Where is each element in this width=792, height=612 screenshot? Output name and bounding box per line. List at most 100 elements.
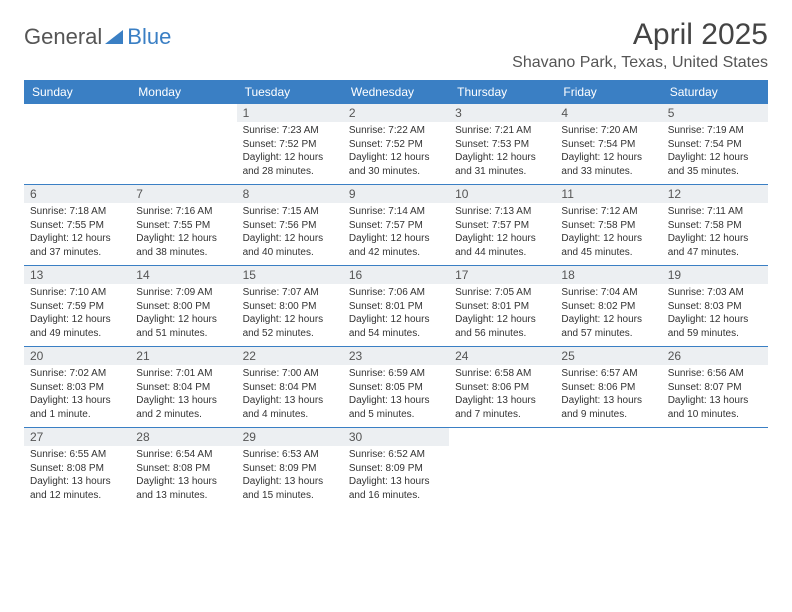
weekday-header: Friday xyxy=(555,80,661,104)
sunset-line: Sunset: 8:00 PM xyxy=(136,300,230,314)
calendar-week-row: 1Sunrise: 7:23 AMSunset: 7:52 PMDaylight… xyxy=(24,104,768,185)
daylight-line: Daylight: 12 hours and 28 minutes. xyxy=(243,151,337,178)
sunset-line: Sunset: 8:04 PM xyxy=(243,381,337,395)
sunrise-line: Sunrise: 7:14 AM xyxy=(349,205,443,219)
sunset-line: Sunset: 8:08 PM xyxy=(30,462,124,476)
day-number: 8 xyxy=(237,185,343,203)
sunset-line: Sunset: 7:59 PM xyxy=(30,300,124,314)
daylight-line: Daylight: 12 hours and 49 minutes. xyxy=(30,313,124,340)
sunset-line: Sunset: 7:56 PM xyxy=(243,219,337,233)
sunrise-line: Sunrise: 7:21 AM xyxy=(455,124,549,138)
day-number: 18 xyxy=(555,266,661,284)
calendar-day-cell: 5Sunrise: 7:19 AMSunset: 7:54 PMDaylight… xyxy=(662,104,768,185)
sunrise-line: Sunrise: 6:57 AM xyxy=(561,367,655,381)
sunset-line: Sunset: 7:53 PM xyxy=(455,138,549,152)
calendar-week-row: 13Sunrise: 7:10 AMSunset: 7:59 PMDayligh… xyxy=(24,266,768,347)
daylight-line: Daylight: 13 hours and 12 minutes. xyxy=(30,475,124,502)
logo-text-2: Blue xyxy=(127,24,171,50)
calendar-day-cell: 2Sunrise: 7:22 AMSunset: 7:52 PMDaylight… xyxy=(343,104,449,185)
sunrise-line: Sunrise: 7:18 AM xyxy=(30,205,124,219)
calendar-day-cell: 14Sunrise: 7:09 AMSunset: 8:00 PMDayligh… xyxy=(130,266,236,347)
calendar-day-cell: 16Sunrise: 7:06 AMSunset: 8:01 PMDayligh… xyxy=(343,266,449,347)
day-number: 22 xyxy=(237,347,343,365)
calendar-empty-cell xyxy=(662,428,768,509)
sunrise-line: Sunrise: 7:16 AM xyxy=(136,205,230,219)
calendar-day-cell: 12Sunrise: 7:11 AMSunset: 7:58 PMDayligh… xyxy=(662,185,768,266)
calendar-week-row: 6Sunrise: 7:18 AMSunset: 7:55 PMDaylight… xyxy=(24,185,768,266)
daylight-line: Daylight: 12 hours and 44 minutes. xyxy=(455,232,549,259)
daylight-line: Daylight: 12 hours and 59 minutes. xyxy=(668,313,762,340)
calendar-day-cell: 22Sunrise: 7:00 AMSunset: 8:04 PMDayligh… xyxy=(237,347,343,428)
sunset-line: Sunset: 7:52 PM xyxy=(243,138,337,152)
sunset-line: Sunset: 8:06 PM xyxy=(455,381,549,395)
page-title: April 2025 xyxy=(512,18,768,52)
daylight-line: Daylight: 12 hours and 38 minutes. xyxy=(136,232,230,259)
sunrise-line: Sunrise: 7:03 AM xyxy=(668,286,762,300)
calendar-day-cell: 24Sunrise: 6:58 AMSunset: 8:06 PMDayligh… xyxy=(449,347,555,428)
calendar-day-cell: 18Sunrise: 7:04 AMSunset: 8:02 PMDayligh… xyxy=(555,266,661,347)
day-number: 21 xyxy=(130,347,236,365)
calendar-day-cell: 3Sunrise: 7:21 AMSunset: 7:53 PMDaylight… xyxy=(449,104,555,185)
calendar-week-row: 20Sunrise: 7:02 AMSunset: 8:03 PMDayligh… xyxy=(24,347,768,428)
day-number: 14 xyxy=(130,266,236,284)
logo-text-1: General xyxy=(24,24,102,50)
day-number: 20 xyxy=(24,347,130,365)
sunset-line: Sunset: 7:58 PM xyxy=(561,219,655,233)
sunrise-line: Sunrise: 6:55 AM xyxy=(30,448,124,462)
daylight-line: Daylight: 12 hours and 31 minutes. xyxy=(455,151,549,178)
weekday-header: Monday xyxy=(130,80,236,104)
sunset-line: Sunset: 7:54 PM xyxy=(668,138,762,152)
title-block: April 2025 Shavano Park, Texas, United S… xyxy=(512,18,768,72)
sunset-line: Sunset: 8:03 PM xyxy=(668,300,762,314)
sunset-line: Sunset: 8:09 PM xyxy=(243,462,337,476)
day-number: 1 xyxy=(237,104,343,122)
daylight-line: Daylight: 12 hours and 47 minutes. xyxy=(668,232,762,259)
daylight-line: Daylight: 13 hours and 9 minutes. xyxy=(561,394,655,421)
calendar-day-cell: 8Sunrise: 7:15 AMSunset: 7:56 PMDaylight… xyxy=(237,185,343,266)
daylight-line: Daylight: 13 hours and 16 minutes. xyxy=(349,475,443,502)
sunset-line: Sunset: 8:03 PM xyxy=(30,381,124,395)
calendar-day-cell: 6Sunrise: 7:18 AMSunset: 7:55 PMDaylight… xyxy=(24,185,130,266)
sunrise-line: Sunrise: 7:06 AM xyxy=(349,286,443,300)
sunrise-line: Sunrise: 7:02 AM xyxy=(30,367,124,381)
day-number: 11 xyxy=(555,185,661,203)
calendar-day-cell: 7Sunrise: 7:16 AMSunset: 7:55 PMDaylight… xyxy=(130,185,236,266)
calendar-day-cell: 15Sunrise: 7:07 AMSunset: 8:00 PMDayligh… xyxy=(237,266,343,347)
calendar-day-cell: 21Sunrise: 7:01 AMSunset: 8:04 PMDayligh… xyxy=(130,347,236,428)
calendar-empty-cell xyxy=(449,428,555,509)
sunset-line: Sunset: 8:09 PM xyxy=(349,462,443,476)
daylight-line: Daylight: 12 hours and 45 minutes. xyxy=(561,232,655,259)
calendar-week-row: 27Sunrise: 6:55 AMSunset: 8:08 PMDayligh… xyxy=(24,428,768,509)
calendar-day-cell: 20 Sunrise: 7:02 AMSunset: 8:03 PMDayligh… xyxy=(24,347,130,428)
sunrise-line: Sunrise: 7:12 AM xyxy=(561,205,655,219)
sunrise-line: Sunrise: 6:58 AM xyxy=(455,367,549,381)
day-number: 29 xyxy=(237,428,343,446)
daylight-line: Daylight: 13 hours and 1 minute. xyxy=(30,394,124,421)
calendar-empty-cell xyxy=(555,428,661,509)
weekday-header-row: SundayMondayTuesdayWednesdayThursdayFrid… xyxy=(24,80,768,104)
sunrise-line: Sunrise: 7:04 AM xyxy=(561,286,655,300)
header: General Blue April 2025 Shavano Park, Tex… xyxy=(24,18,768,72)
day-number: 2 xyxy=(343,104,449,122)
calendar-day-cell: 17Sunrise: 7:05 AMSunset: 8:01 PMDayligh… xyxy=(449,266,555,347)
day-number: 15 xyxy=(237,266,343,284)
sunset-line: Sunset: 7:55 PM xyxy=(30,219,124,233)
daylight-line: Daylight: 13 hours and 10 minutes. xyxy=(668,394,762,421)
sunrise-line: Sunrise: 7:07 AM xyxy=(243,286,337,300)
sunset-line: Sunset: 8:01 PM xyxy=(455,300,549,314)
sunset-line: Sunset: 8:00 PM xyxy=(243,300,337,314)
sunrise-line: Sunrise: 7:05 AM xyxy=(455,286,549,300)
weekday-header: Sunday xyxy=(24,80,130,104)
day-number: 26 xyxy=(662,347,768,365)
day-number: 10 xyxy=(449,185,555,203)
day-number: 27 xyxy=(24,428,130,446)
logo: General Blue xyxy=(24,18,171,50)
sunset-line: Sunset: 8:02 PM xyxy=(561,300,655,314)
daylight-line: Daylight: 12 hours and 54 minutes. xyxy=(349,313,443,340)
daylight-line: Daylight: 13 hours and 13 minutes. xyxy=(136,475,230,502)
sunrise-line: Sunrise: 6:54 AM xyxy=(136,448,230,462)
sunset-line: Sunset: 7:58 PM xyxy=(668,219,762,233)
day-number: 9 xyxy=(343,185,449,203)
calendar-empty-cell xyxy=(24,104,130,185)
sunrise-line: Sunrise: 6:53 AM xyxy=(243,448,337,462)
